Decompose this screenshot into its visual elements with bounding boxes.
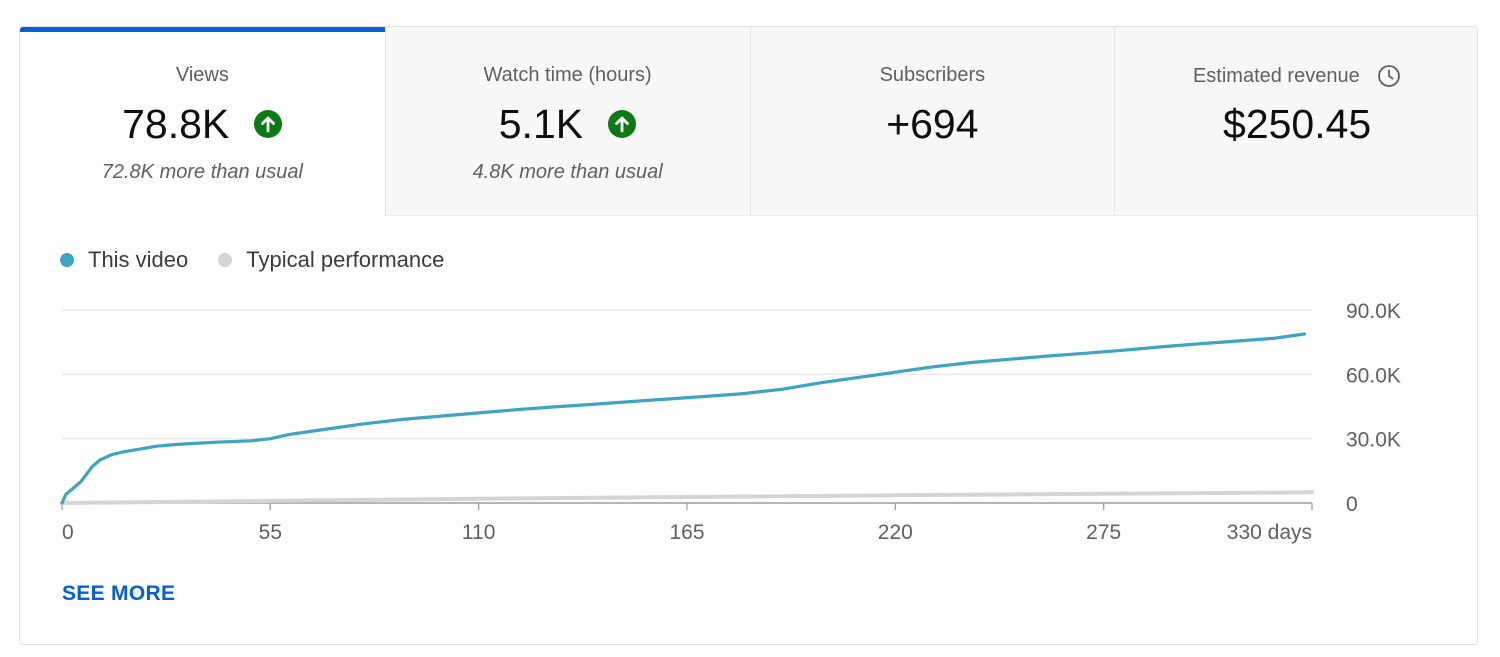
clock-icon[interactable] xyxy=(1377,64,1401,88)
metric-tabs: Views 78.8K 72.8K more than usual Watch … xyxy=(20,27,1477,216)
tab-views-value: 78.8K xyxy=(20,95,385,150)
chart-legend: This video Typical performance xyxy=(60,247,474,273)
tab-revenue-value: $250.45 xyxy=(1115,95,1477,150)
y-tick-label: 60.0K xyxy=(1346,364,1401,387)
trend-up-icon xyxy=(253,110,282,139)
metric-value: 78.8K xyxy=(122,101,230,148)
see-more-button[interactable]: SEE MORE xyxy=(62,582,176,605)
legend-dot-typical xyxy=(218,253,233,267)
tab-estimated-revenue[interactable]: Estimated revenue $250.45 xyxy=(1114,27,1477,216)
tab-label-text: Views xyxy=(175,64,229,87)
series-line-this-video xyxy=(60,332,1306,505)
y-tick-label: 30.0K xyxy=(1346,429,1401,452)
views-line-chart[interactable]: 0 30.0K 60.0K 90.0K 0 55 110 165 220 275 330 days xyxy=(20,27,1478,567)
y-tick-label: 90.0K xyxy=(1346,300,1401,323)
x-tick-label: 110 xyxy=(462,521,495,544)
tab-watch-time[interactable]: Watch time (hours) 5.1K 4.8K more than u… xyxy=(384,27,750,216)
x-tick-label: 55 xyxy=(259,521,282,544)
tab-subscribers[interactable]: Subscribers +694 xyxy=(749,27,1115,216)
tab-watch-time-label: Watch time (hours) xyxy=(386,64,750,87)
trend-up-icon xyxy=(607,110,636,139)
x-tick-label: 275 xyxy=(1086,521,1121,544)
tab-revenue-label: Estimated revenue xyxy=(1115,64,1477,88)
legend-typical-performance: Typical performance xyxy=(218,247,444,273)
views-summary-card: Views 78.8K 72.8K more than usual Watch … xyxy=(19,26,1478,645)
tab-watch-time-value: 5.1K xyxy=(386,95,750,150)
tab-views-note: 72.8K more than usual xyxy=(101,161,303,183)
tab-views[interactable]: Views 78.8K 72.8K more than usual xyxy=(20,27,385,216)
x-tick-label: 0 xyxy=(62,521,74,544)
legend-this-video: This video xyxy=(60,247,188,273)
x-tick-label: 165 xyxy=(669,521,704,544)
tab-label-text: Subscribers xyxy=(879,64,986,87)
metric-value: $250.45 xyxy=(1223,101,1372,148)
tab-subscribers-label: Subscribers xyxy=(751,64,1115,87)
tab-watch-time-note: 4.8K more than usual xyxy=(472,161,663,183)
tab-subscribers-value: +694 xyxy=(751,95,1115,150)
tab-views-label: Views xyxy=(20,64,385,87)
legend-label: This video xyxy=(88,247,189,272)
x-tick-label: 330 days xyxy=(1227,521,1312,544)
tab-label-text: Estimated revenue xyxy=(1192,64,1360,87)
y-tick-label: 0 xyxy=(1346,493,1358,516)
legend-dot-this-video xyxy=(60,253,74,267)
x-tick-label: 220 xyxy=(878,521,913,544)
series-line-typical-performance xyxy=(60,490,1314,505)
legend-label: Typical performance xyxy=(246,247,445,272)
metric-value: +694 xyxy=(886,101,979,148)
tab-label-text: Watch time (hours) xyxy=(483,64,652,87)
metric-value: 5.1K xyxy=(498,101,584,148)
